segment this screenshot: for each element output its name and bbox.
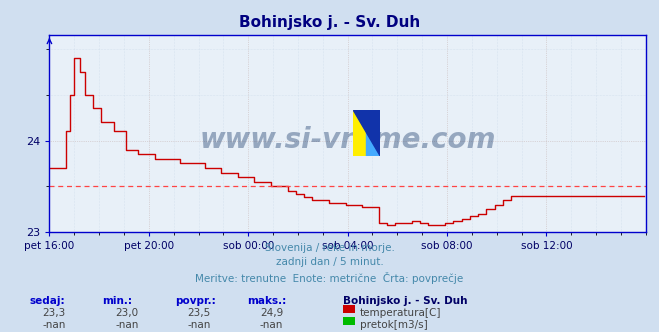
Text: 23,5: 23,5 [188, 308, 211, 318]
Text: -nan: -nan [115, 320, 138, 330]
Text: povpr.:: povpr.: [175, 296, 215, 306]
Text: min.:: min.: [102, 296, 132, 306]
Text: 24,9: 24,9 [260, 308, 283, 318]
Text: -nan: -nan [188, 320, 211, 330]
Text: temperatura[C]: temperatura[C] [360, 308, 442, 318]
Text: Meritve: trenutne  Enote: metrične  Črta: povprečje: Meritve: trenutne Enote: metrične Črta: … [195, 272, 464, 284]
Text: 23,0: 23,0 [115, 308, 138, 318]
Polygon shape [353, 110, 380, 156]
Text: 23,3: 23,3 [43, 308, 66, 318]
Text: sedaj:: sedaj: [30, 296, 65, 306]
Text: pretok[m3/s]: pretok[m3/s] [360, 320, 428, 330]
Text: Bohinjsko j. - Sv. Duh: Bohinjsko j. - Sv. Duh [239, 15, 420, 30]
Text: Slovenija / reke in morje.: Slovenija / reke in morje. [264, 243, 395, 253]
Bar [353, 110, 366, 156]
Text: zadnji dan / 5 minut.: zadnji dan / 5 minut. [275, 257, 384, 267]
Text: maks.:: maks.: [247, 296, 287, 306]
Text: -nan: -nan [260, 320, 283, 330]
Text: -nan: -nan [43, 320, 66, 330]
Text: www.si-vreme.com: www.si-vreme.com [200, 125, 496, 154]
Bar [366, 110, 380, 156]
Text: Bohinjsko j. - Sv. Duh: Bohinjsko j. - Sv. Duh [343, 296, 467, 306]
